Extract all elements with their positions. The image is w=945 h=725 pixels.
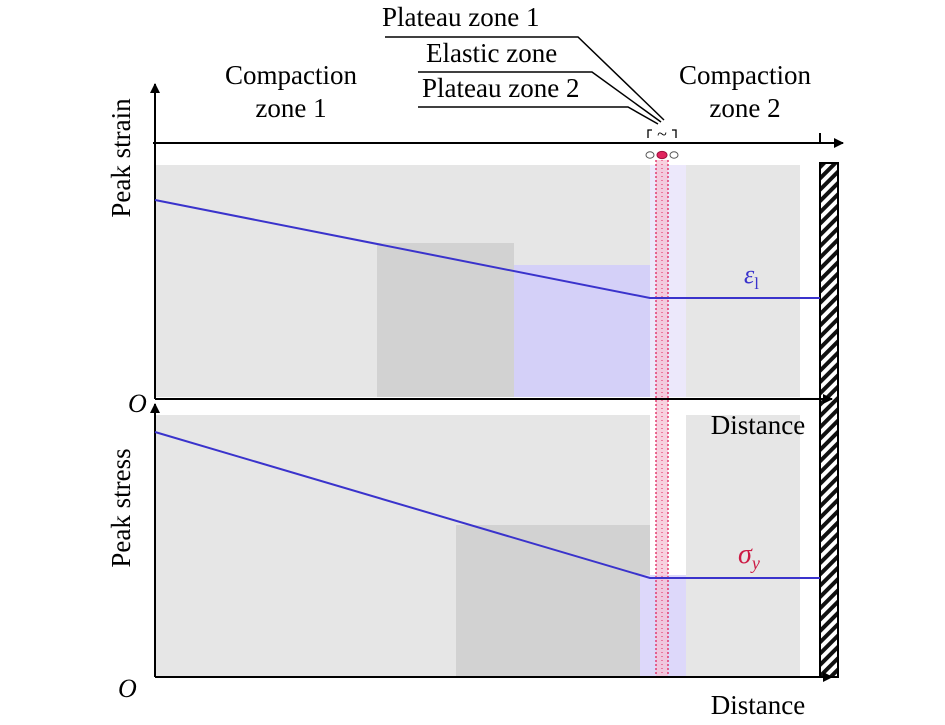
strain-curve-label: εl <box>744 260 759 293</box>
label-compaction-zone-1-line2: zone 1 <box>255 93 326 123</box>
label-elastic-zone: Elastic zone <box>426 38 557 68</box>
bottom-x-label: Distance <box>711 690 805 720</box>
zone-marker-center <box>656 150 668 160</box>
label-plateau-zone-2: Plateau zone 2 <box>422 73 579 103</box>
top-panel-regions <box>155 165 800 397</box>
elastic-zone-fill <box>656 160 668 677</box>
rigid-wall <box>819 162 839 678</box>
tilde-mark: ~ <box>657 124 667 144</box>
label-compaction-zone-2-line2: zone 2 <box>709 93 780 123</box>
zone-leader-lines <box>385 36 665 125</box>
label-plateau-zone-1: Plateau zone 1 <box>382 2 539 32</box>
top-region-compaction2 <box>686 165 800 397</box>
leader-plateau2 <box>418 106 659 125</box>
zone-marker-left <box>645 151 655 159</box>
peak-strain-curve <box>154 199 820 299</box>
elastic-zone-bracket <box>647 129 677 138</box>
top-region-blue <box>514 265 650 397</box>
top-origin: O <box>128 389 147 418</box>
top-y-label: Peak strain <box>106 98 136 218</box>
label-compaction-zone-1-line1: Compaction <box>225 60 357 90</box>
leader-elastic <box>418 71 662 123</box>
peak-stress-curve <box>154 431 820 579</box>
zone-marker-right <box>669 151 679 159</box>
stress-symbol: σ <box>738 539 753 570</box>
label-compaction-zone-2-line1: Compaction <box>679 60 811 90</box>
leader-plateau1 <box>385 36 665 121</box>
elastic-zone-strip <box>645 150 679 677</box>
bottom-region-dark <box>456 525 650 677</box>
top-x-label: Distance <box>711 410 805 440</box>
bottom-y-label: Peak stress <box>106 448 136 567</box>
bottom-origin: O <box>118 674 137 703</box>
stress-curve-label: σy <box>738 539 760 573</box>
bottom-region-compaction2 <box>686 415 800 677</box>
strain-subscript: l <box>754 274 759 293</box>
bottom-panel-regions <box>155 415 800 677</box>
stress-subscript: y <box>750 553 760 573</box>
top-region-plateau1 <box>377 243 514 397</box>
strain-symbol: ε <box>744 260 755 289</box>
